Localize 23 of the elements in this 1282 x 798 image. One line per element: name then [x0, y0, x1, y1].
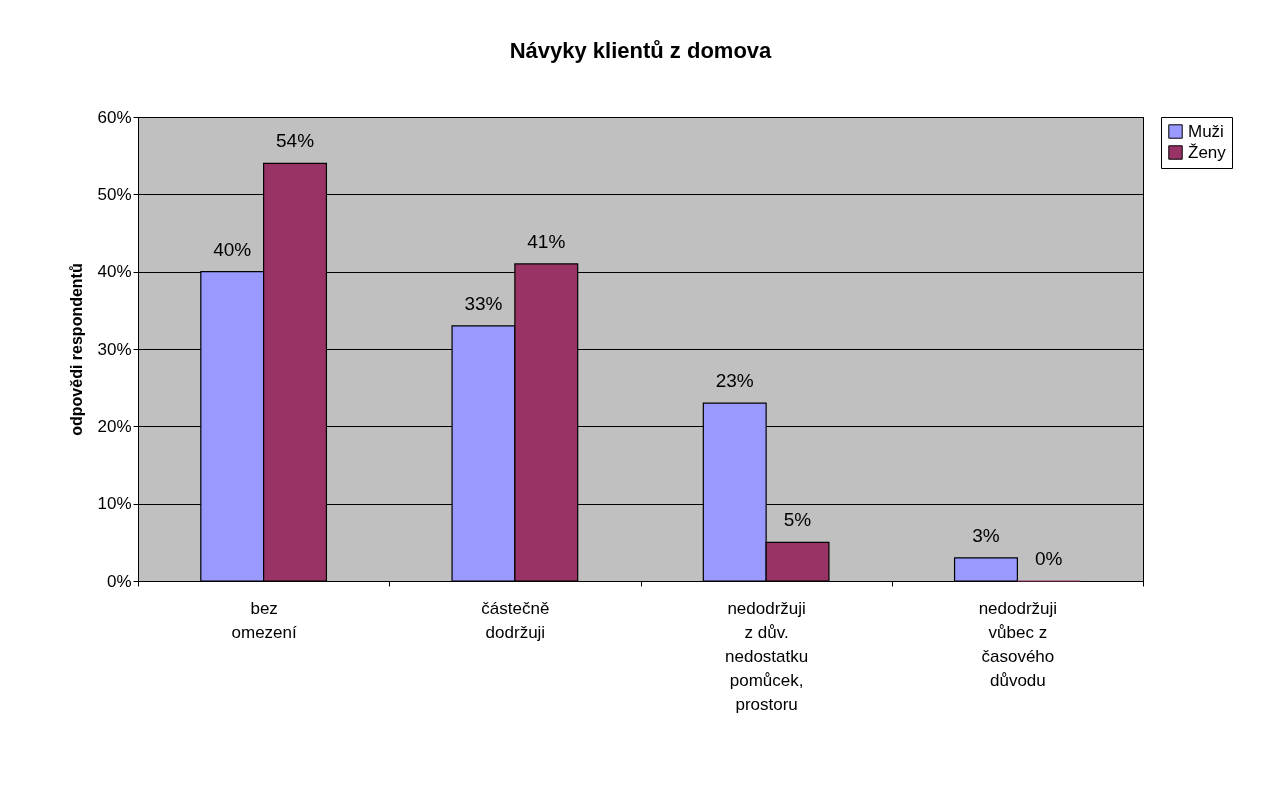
legend-label: Muži	[1188, 121, 1224, 141]
data-label: 3%	[972, 524, 1000, 546]
y-tick-label: 40%	[97, 262, 132, 282]
legend-label: Ženy	[1188, 142, 1227, 162]
x-tick-label: částečně dodržuji	[481, 598, 550, 642]
data-label: 23%	[715, 370, 754, 392]
y-axis-title: odpovědi respondentů	[68, 263, 86, 436]
x-tick-label: nedodržuji vůbec z časového důvodu	[978, 598, 1058, 690]
x-tick-label: nedodržuji z dův. nedostatku pomůcek, prostoru	[725, 598, 809, 714]
y-tick-label: 20%	[97, 416, 132, 436]
y-tick-label: 60%	[97, 107, 132, 127]
data-label: 0%	[1035, 548, 1063, 569]
data-label: 40%	[213, 238, 252, 260]
x-tick-label: bez omezení	[231, 598, 297, 642]
y-tick-label: 0%	[106, 571, 132, 591]
y-tick-label: 50%	[97, 184, 132, 204]
data-label: 5%	[783, 509, 812, 531]
data-label: 54%	[276, 130, 315, 152]
y-tick-label: 30%	[97, 339, 132, 359]
y-tick-label: 10%	[97, 494, 132, 514]
chart-title: Návyky klientů z domova	[509, 38, 773, 63]
data-label: 41%	[527, 230, 566, 252]
data-label: 33%	[464, 292, 503, 314]
